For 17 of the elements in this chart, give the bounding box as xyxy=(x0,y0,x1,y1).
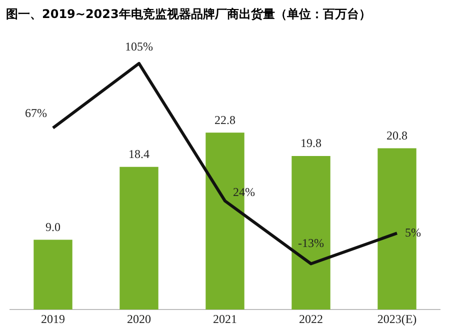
x-tick-label: 2023(E) xyxy=(377,312,417,326)
data-label: 20.8 xyxy=(386,128,408,142)
x-tick-label: 2020 xyxy=(127,312,151,326)
bar xyxy=(120,166,158,310)
x-tick-label: 2022 xyxy=(299,312,323,326)
data-label: 18.4 xyxy=(128,146,150,161)
data-label: 67% xyxy=(25,106,47,120)
x-tick-label: 2019 xyxy=(41,312,65,326)
chart-title: 图一、2019~2023年电竞监视器品牌厂商出货量（单位：百万台） xyxy=(5,6,372,23)
x-tick-label: 2021 xyxy=(213,312,237,326)
data-label: -13% xyxy=(298,236,324,250)
bar xyxy=(292,156,330,310)
data-label: 19.8 xyxy=(300,136,322,150)
data-label: 22.8 xyxy=(214,112,236,127)
data-label: 105% xyxy=(125,40,153,54)
bar xyxy=(34,240,72,310)
data-label: 9.0 xyxy=(46,220,60,234)
